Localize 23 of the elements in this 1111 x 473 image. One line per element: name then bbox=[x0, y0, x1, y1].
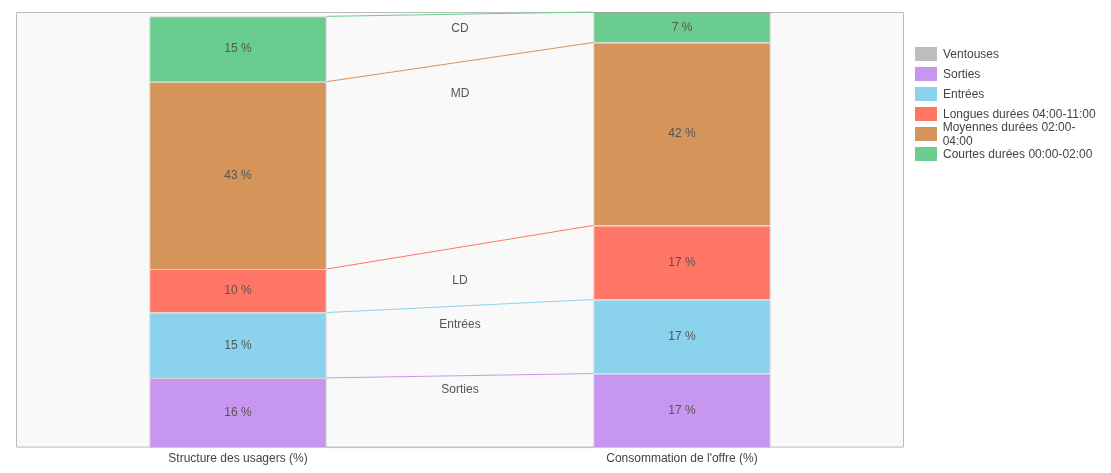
legend-label: Courtes durées 00:00-02:00 bbox=[943, 147, 1093, 161]
data-label: 17 % bbox=[668, 328, 696, 343]
annotation: LD bbox=[452, 273, 468, 288]
data-label: 15 % bbox=[224, 337, 252, 352]
data-label: 17 % bbox=[668, 254, 696, 269]
annotation: Entrées bbox=[439, 316, 481, 331]
data-label: 7 % bbox=[671, 19, 693, 34]
data-label: 43 % bbox=[224, 167, 252, 182]
legend-label: Longues durées 04:00-11:00 bbox=[943, 107, 1096, 121]
x-tick-label: Consommation de l'offre (%) bbox=[606, 451, 758, 466]
annotation: MD bbox=[450, 86, 470, 101]
annotation: CD bbox=[451, 20, 469, 35]
data-label: 42 % bbox=[668, 126, 696, 141]
legend-label: Moyennes durées 02:00-04:00 bbox=[942, 120, 1077, 148]
data-label: 17 % bbox=[668, 402, 696, 417]
legend-label: Ventouses bbox=[943, 47, 1000, 61]
data-label: 10 % bbox=[224, 283, 252, 298]
legend-label: Sorties bbox=[943, 67, 981, 81]
annotation: Sorties bbox=[441, 382, 479, 397]
data-label: 16 % bbox=[224, 405, 252, 420]
data-label: 15 % bbox=[224, 41, 252, 56]
x-tick-label: Structure des usagers (%) bbox=[168, 451, 308, 466]
legend-label: Entrées bbox=[943, 87, 985, 101]
